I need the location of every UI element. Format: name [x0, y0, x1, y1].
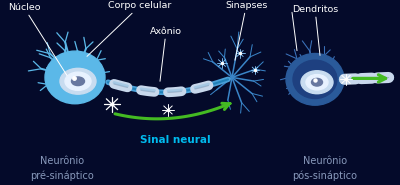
Ellipse shape	[286, 53, 344, 105]
Text: Sinal neural: Sinal neural	[140, 134, 210, 144]
Text: Axônio: Axônio	[150, 27, 182, 81]
Text: Dendritos: Dendritos	[292, 5, 338, 55]
Text: Corpo celular: Corpo celular	[87, 1, 171, 56]
Ellipse shape	[301, 71, 333, 94]
Ellipse shape	[306, 75, 328, 90]
Text: Núcleo: Núcleo	[8, 3, 67, 75]
Ellipse shape	[293, 60, 337, 98]
Ellipse shape	[72, 77, 84, 86]
Text: Neurônio
pré-sináptico: Neurônio pré-sináptico	[30, 156, 94, 181]
Ellipse shape	[65, 72, 91, 90]
Text: Neurônio
pós-sináptico: Neurônio pós-sináptico	[292, 156, 358, 181]
Ellipse shape	[45, 51, 105, 104]
Ellipse shape	[312, 78, 322, 86]
Ellipse shape	[60, 68, 96, 94]
Text: Sinapses: Sinapses	[225, 1, 267, 60]
